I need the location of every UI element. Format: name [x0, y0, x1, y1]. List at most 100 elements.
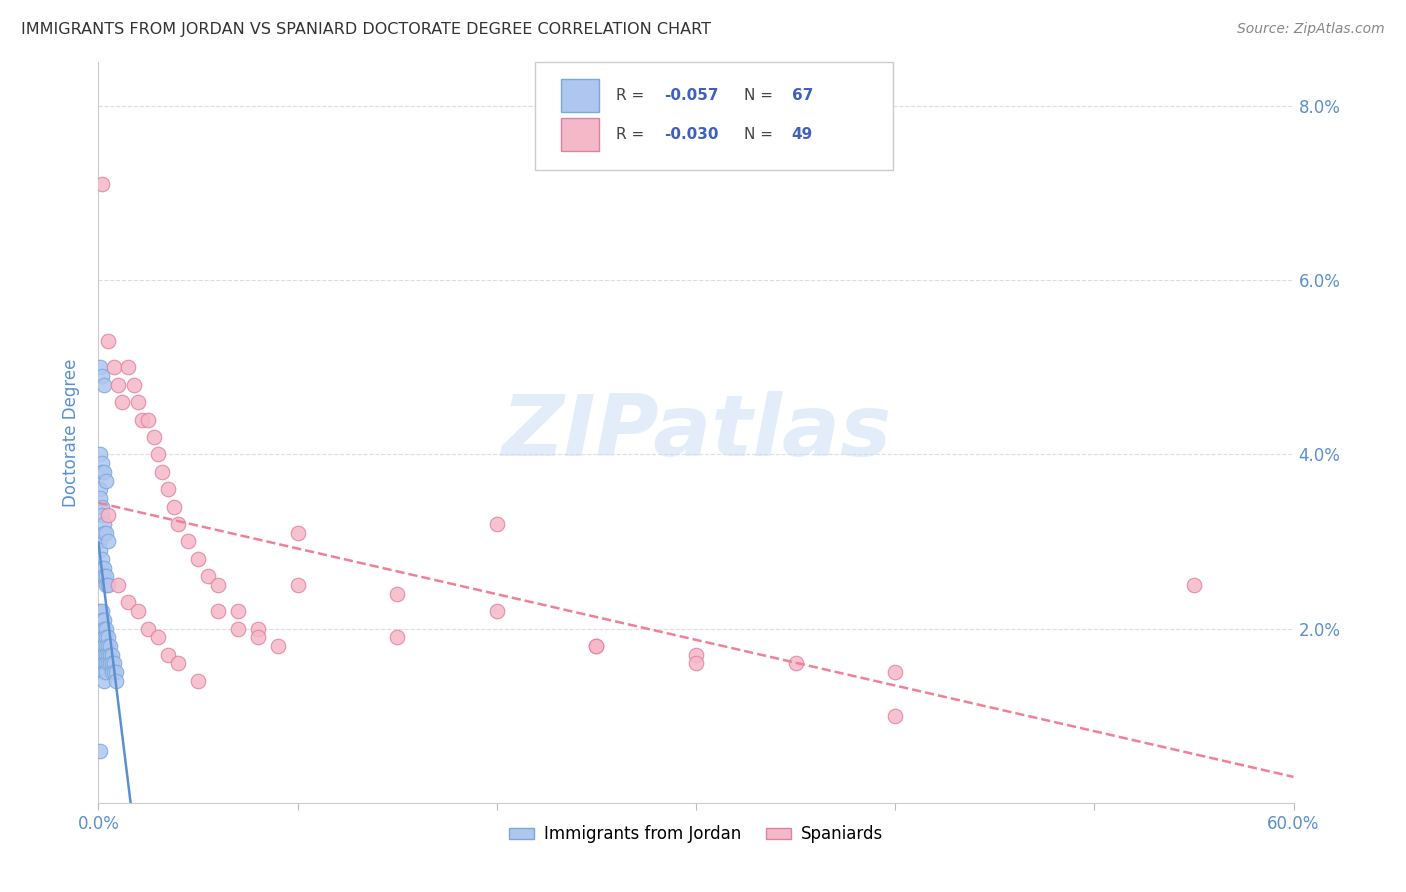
Point	[136, 622, 159, 636]
Point	[127, 395, 149, 409]
Text: 49: 49	[792, 127, 813, 142]
Point	[167, 517, 190, 532]
Point	[136, 412, 159, 426]
Point	[98, 657, 122, 671]
Point	[93, 613, 115, 627]
Point	[93, 665, 115, 680]
Point	[884, 708, 907, 723]
Point	[207, 604, 229, 618]
Point	[91, 604, 114, 618]
Point	[1182, 578, 1205, 592]
Point	[197, 569, 219, 583]
Point	[585, 639, 607, 653]
Point	[485, 517, 508, 532]
Point	[287, 578, 309, 592]
Point	[267, 639, 290, 653]
Point	[91, 178, 114, 192]
Point	[89, 743, 111, 757]
Point	[89, 604, 111, 618]
Point	[91, 657, 114, 671]
Point	[93, 648, 115, 662]
Point	[89, 360, 111, 375]
Point	[97, 630, 120, 644]
Point	[91, 613, 114, 627]
Point	[107, 377, 129, 392]
Point	[96, 474, 118, 488]
Point	[117, 360, 139, 375]
Point	[93, 639, 115, 653]
Point	[91, 456, 114, 470]
Point	[89, 491, 111, 505]
Point	[97, 508, 120, 523]
Point	[91, 639, 114, 653]
Text: 67: 67	[792, 87, 813, 103]
Point	[107, 578, 129, 592]
Point	[93, 377, 115, 392]
Point	[96, 648, 118, 662]
Text: IMMIGRANTS FROM JORDAN VS SPANIARD DOCTORATE DEGREE CORRELATION CHART: IMMIGRANTS FROM JORDAN VS SPANIARD DOCTO…	[21, 22, 711, 37]
Point	[485, 604, 508, 618]
Point	[246, 630, 269, 644]
Point	[157, 648, 180, 662]
FancyBboxPatch shape	[534, 62, 893, 169]
Point	[93, 569, 115, 583]
Point	[97, 534, 120, 549]
Point	[91, 569, 114, 583]
Point	[117, 595, 139, 609]
Point	[131, 412, 153, 426]
FancyBboxPatch shape	[561, 78, 599, 112]
Point	[93, 657, 115, 671]
Point	[103, 665, 125, 680]
Point	[91, 648, 114, 662]
Point	[226, 604, 249, 618]
Point	[97, 639, 120, 653]
Point	[785, 657, 807, 671]
Point	[246, 622, 269, 636]
Point	[96, 569, 118, 583]
Text: -0.030: -0.030	[664, 127, 718, 142]
Point	[884, 665, 907, 680]
Point	[93, 525, 115, 540]
Point	[97, 334, 120, 348]
Point	[97, 648, 120, 662]
Point	[226, 622, 249, 636]
Legend: Immigrants from Jordan, Spaniards: Immigrants from Jordan, Spaniards	[502, 819, 890, 850]
Point	[385, 630, 409, 644]
Point	[91, 465, 114, 479]
Text: N =: N =	[744, 87, 778, 103]
Point	[91, 622, 114, 636]
Point	[207, 578, 229, 592]
Point	[105, 665, 128, 680]
Point	[98, 639, 122, 653]
Point	[127, 604, 149, 618]
Point	[101, 648, 124, 662]
Point	[91, 369, 114, 384]
Point	[97, 578, 120, 592]
Point	[287, 525, 309, 540]
Point	[148, 630, 170, 644]
Point	[89, 447, 111, 461]
Point	[177, 534, 200, 549]
Point	[111, 395, 134, 409]
Point	[143, 430, 166, 444]
Point	[101, 665, 124, 680]
Point	[96, 525, 118, 540]
Point	[96, 630, 118, 644]
Text: -0.057: -0.057	[664, 87, 718, 103]
Point	[163, 500, 186, 514]
Point	[187, 673, 209, 688]
Point	[157, 482, 180, 496]
Point	[91, 500, 114, 514]
Point	[96, 665, 118, 680]
Y-axis label: Doctorate Degree: Doctorate Degree	[62, 359, 80, 507]
Point	[89, 622, 111, 636]
Text: R =: R =	[616, 87, 650, 103]
Text: Source: ZipAtlas.com: Source: ZipAtlas.com	[1237, 22, 1385, 37]
Point	[93, 465, 115, 479]
Text: N =: N =	[744, 127, 778, 142]
Point	[89, 534, 111, 549]
Point	[101, 657, 124, 671]
Point	[585, 639, 607, 653]
Text: R =: R =	[616, 127, 650, 142]
Point	[103, 360, 125, 375]
